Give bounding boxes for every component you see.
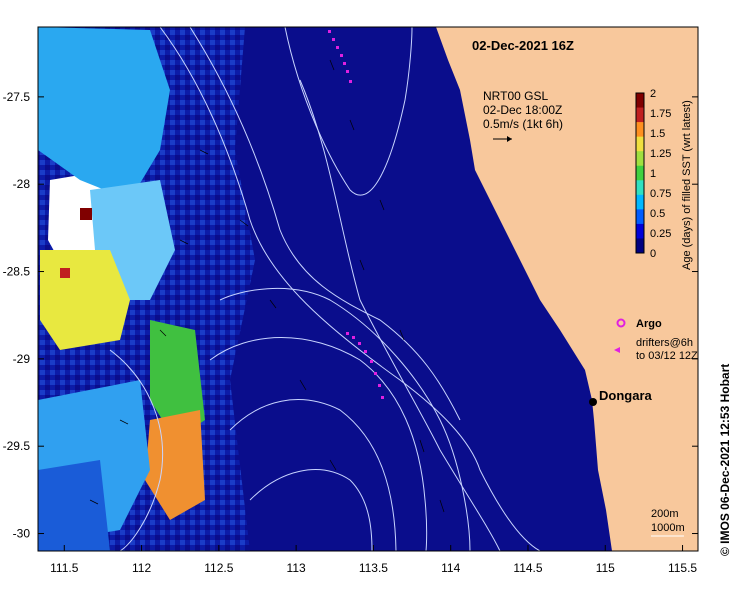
lon-tick-label: 115 bbox=[596, 561, 615, 575]
age-patch-red bbox=[60, 268, 70, 278]
map-frame bbox=[37, 26, 699, 552]
colorbar-swatch bbox=[636, 151, 644, 167]
colorbar-tick-label: 1.75 bbox=[650, 108, 671, 120]
colorbar-swatch bbox=[636, 194, 644, 210]
lon-tick-label: 113.5 bbox=[359, 561, 388, 575]
colorbar-label: Age (days) of filled SST (wrt latest) bbox=[681, 100, 693, 270]
colorbar-swatch bbox=[636, 122, 644, 138]
colorbar-tick-label: 1 bbox=[650, 168, 656, 180]
colorbar-tick-label: 0.75 bbox=[650, 188, 671, 200]
lat-tick-label: -29 bbox=[13, 352, 31, 366]
lat-tick-label: -29.5 bbox=[3, 439, 31, 453]
colorbar-swatch bbox=[636, 136, 644, 152]
colorbar-tick-label: 1.25 bbox=[650, 148, 671, 160]
drifters-label-line1: drifters@6h bbox=[636, 337, 693, 349]
contour-lines bbox=[109, 27, 541, 551]
colorbar-swatch bbox=[636, 223, 644, 239]
isobath-1000: 1000m bbox=[651, 522, 685, 534]
lat-tick-label: -27.5 bbox=[3, 90, 31, 104]
map-title: 02-Dec-2021 16Z bbox=[472, 38, 574, 53]
lon-tick-label: 112.5 bbox=[204, 561, 233, 575]
drifter-marker-icon bbox=[614, 347, 620, 353]
age-patch-orange bbox=[145, 410, 205, 520]
colorbar-tick-label: 0.25 bbox=[650, 228, 671, 240]
lat-tick-label: -28 bbox=[13, 177, 31, 191]
drifter-tracks bbox=[328, 30, 384, 399]
argo-marker-icon bbox=[616, 318, 626, 328]
lon-tick-label: 112 bbox=[132, 561, 151, 575]
colorbar-swatch bbox=[636, 209, 644, 225]
lon-tick-label: 115.5 bbox=[668, 561, 697, 575]
lat-tick-label: -28.5 bbox=[3, 265, 31, 279]
lon-tick-label: 114.5 bbox=[513, 561, 542, 575]
map-area bbox=[38, 27, 698, 551]
lon-tick-label: 114 bbox=[441, 561, 460, 575]
lon-tick-label: 113 bbox=[287, 561, 306, 575]
dongara-label: Dongara bbox=[599, 388, 653, 403]
colorbar-tick-label: 0.5 bbox=[650, 208, 665, 220]
land-western-australia bbox=[436, 27, 698, 551]
age-colorbar: 2 1.75 1.5 1.25 1 0.75 0.5 0.25 0 bbox=[635, 88, 671, 260]
credit-line: © IMOS 06-Dec-2021 12:53 Hobart bbox=[718, 364, 732, 556]
currents-time: 02-Dec 18:00Z bbox=[483, 103, 562, 117]
lon-tick-label: 111.5 bbox=[50, 561, 79, 575]
lat-axis: -27.5 -28 -28.5 -29 -29.5 -30 bbox=[3, 90, 698, 541]
isobath-legend: 200m 1000m bbox=[651, 508, 685, 537]
drifters-label-line2: to 03/12 12Z bbox=[636, 350, 698, 362]
colorbar-swatch bbox=[636, 165, 644, 181]
age-patch-maroon bbox=[80, 208, 92, 220]
colorbar-swatch bbox=[636, 180, 644, 196]
colorbar-swatch bbox=[636, 238, 644, 254]
currents-source: NRT00 GSL bbox=[483, 89, 548, 103]
colorbar-tick-label: 2 bbox=[650, 88, 656, 100]
age-patch-blue-south bbox=[38, 460, 110, 551]
colorbar-tick-label: 0 bbox=[650, 248, 656, 260]
current-arrows bbox=[89, 59, 445, 513]
isobath-200: 200m bbox=[651, 508, 679, 520]
colorbar-tick-label: 1.5 bbox=[650, 128, 665, 140]
scale-arrow-icon bbox=[493, 136, 512, 142]
colorbar-swatch bbox=[636, 107, 644, 123]
age-patch-green bbox=[150, 320, 205, 440]
lat-tick-label: -30 bbox=[13, 527, 31, 541]
dongara-marker: Dongara bbox=[589, 388, 653, 406]
argo-label: Argo bbox=[636, 318, 662, 330]
age-patch-cyan bbox=[38, 27, 170, 200]
colorbar-swatch bbox=[636, 93, 644, 109]
colorbar-frame bbox=[635, 92, 645, 254]
lon-axis: 111.5 112 112.5 113 113.5 114 114.5 115 115.5 bbox=[50, 545, 697, 575]
currents-scale: 0.5m/s (1kt 6h) bbox=[483, 117, 563, 131]
drifter-legend: Argo drifters@6h to 03/12 12Z bbox=[614, 318, 698, 362]
